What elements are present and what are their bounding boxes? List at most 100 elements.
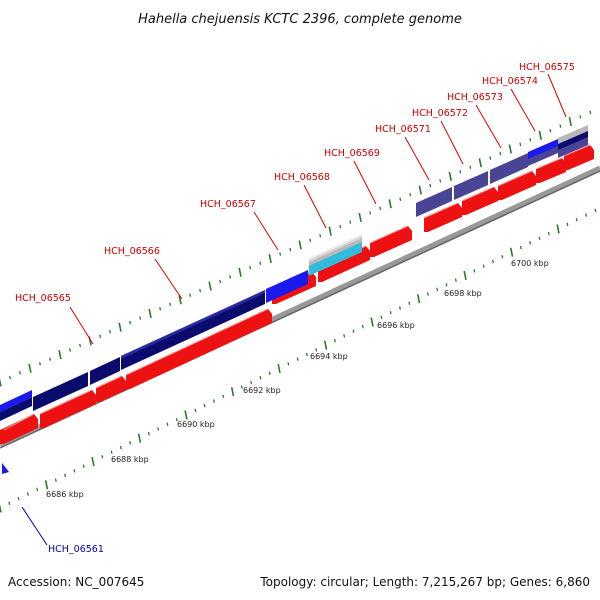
leader-line xyxy=(253,211,279,251)
tick-mark xyxy=(137,433,142,443)
tick-mark xyxy=(339,224,342,229)
reverse-gene-marker xyxy=(2,463,9,474)
leader-line xyxy=(547,73,567,118)
gene-label: HCH_06561 xyxy=(48,544,104,555)
cds-feature xyxy=(0,414,38,444)
tick-mark xyxy=(575,217,578,222)
tick-mark xyxy=(44,480,49,490)
tick-mark xyxy=(409,192,412,197)
tick-mark xyxy=(175,417,178,422)
tick-mark xyxy=(358,212,362,223)
leader-line xyxy=(353,160,377,205)
cds-feature xyxy=(95,375,123,389)
gene-label: HCH_06572 xyxy=(412,108,468,119)
cog-feature xyxy=(416,187,452,217)
tick-mark xyxy=(119,445,122,450)
tick-mark xyxy=(212,399,215,403)
tick-mark xyxy=(436,287,439,292)
tick-mark xyxy=(492,259,494,264)
tick-mark xyxy=(79,343,82,348)
tick-mark xyxy=(166,422,169,426)
tick-mark xyxy=(566,222,569,227)
tick-mark xyxy=(268,254,272,264)
cog-feature xyxy=(266,270,308,303)
tick-mark xyxy=(208,281,212,291)
cds-feature xyxy=(369,225,409,244)
cog-track xyxy=(0,125,588,421)
tick-mark xyxy=(579,115,582,119)
cds-feature xyxy=(564,145,594,170)
tick-mark xyxy=(26,492,29,496)
tick-mark xyxy=(268,371,271,375)
tick-mark xyxy=(73,469,76,473)
tick-mark xyxy=(219,279,222,284)
tick-mark xyxy=(508,144,512,154)
cog-feature xyxy=(121,290,265,370)
gene-label: HCH_06567 xyxy=(200,199,256,210)
tick-mark xyxy=(315,348,318,352)
cds-feature xyxy=(535,157,563,170)
tick-mark xyxy=(279,252,282,256)
leader-lines xyxy=(21,73,567,546)
tick-mark xyxy=(559,124,562,128)
tick-mark xyxy=(129,441,132,445)
scale-label: 6688 kbp xyxy=(111,455,149,464)
tick-mark xyxy=(529,241,532,245)
gene-label: HCH_06574 xyxy=(482,76,538,87)
scale-label: 6700 kbp xyxy=(511,259,549,268)
tick-mark xyxy=(17,496,20,501)
tick-mark xyxy=(585,213,587,217)
scale-labels: 6686 kbp 6688 kbp 6690 kbp 6692 kbp 6694… xyxy=(46,259,549,499)
tick-mark xyxy=(91,456,95,467)
tick-mark xyxy=(389,310,392,315)
outer-tick-row xyxy=(0,110,592,387)
tick-mark xyxy=(36,487,39,492)
cds-feature xyxy=(318,246,370,282)
tick-mark xyxy=(589,110,592,115)
tick-mark xyxy=(203,403,206,408)
gene-label: HCH_06571 xyxy=(375,124,431,135)
tick-mark xyxy=(469,165,472,169)
tick-mark xyxy=(473,269,476,273)
leader-line xyxy=(21,506,48,546)
tick-mark xyxy=(305,352,308,357)
cog-feature xyxy=(528,146,558,166)
gene-label: HCH_06565 xyxy=(15,293,71,304)
tick-mark xyxy=(489,156,492,160)
cog-feature xyxy=(558,137,588,158)
tick-mark xyxy=(556,224,560,234)
scale-label: 6692 kbp xyxy=(243,386,281,395)
tick-mark xyxy=(399,306,401,310)
cds-feature xyxy=(498,171,536,200)
tick-mark xyxy=(309,238,312,243)
scale-label: 6690 kbp xyxy=(177,420,215,429)
tick-mark xyxy=(482,264,485,268)
cog-feature xyxy=(309,234,362,260)
tick-mark xyxy=(289,247,292,252)
gene-label: HCH_06569 xyxy=(324,148,380,159)
tick-mark xyxy=(594,208,597,213)
tick-mark xyxy=(178,295,182,305)
tick-mark xyxy=(445,283,448,287)
tick-mark xyxy=(343,334,346,338)
tick-mark xyxy=(399,197,402,201)
cog-feature xyxy=(454,171,488,200)
tick-mark xyxy=(101,455,104,459)
cds-feature xyxy=(536,158,566,183)
tick-mark xyxy=(361,324,364,329)
cds-feature xyxy=(563,144,591,157)
scale-label: 6694 kbp xyxy=(310,352,348,361)
tick-mark xyxy=(54,478,57,482)
tick-mark xyxy=(379,206,382,211)
tick-mark xyxy=(148,308,152,319)
tick-mark xyxy=(39,362,41,366)
tick-mark xyxy=(0,504,2,513)
cds-feature xyxy=(424,203,462,232)
tick-mark xyxy=(426,292,429,296)
tick-mark xyxy=(250,380,253,385)
accession-text: Accession: NC_007645 xyxy=(8,575,144,589)
tick-mark xyxy=(129,320,132,325)
leader-line xyxy=(404,136,430,181)
scale-label: 6698 kbp xyxy=(444,289,482,298)
tick-mark xyxy=(568,116,572,127)
